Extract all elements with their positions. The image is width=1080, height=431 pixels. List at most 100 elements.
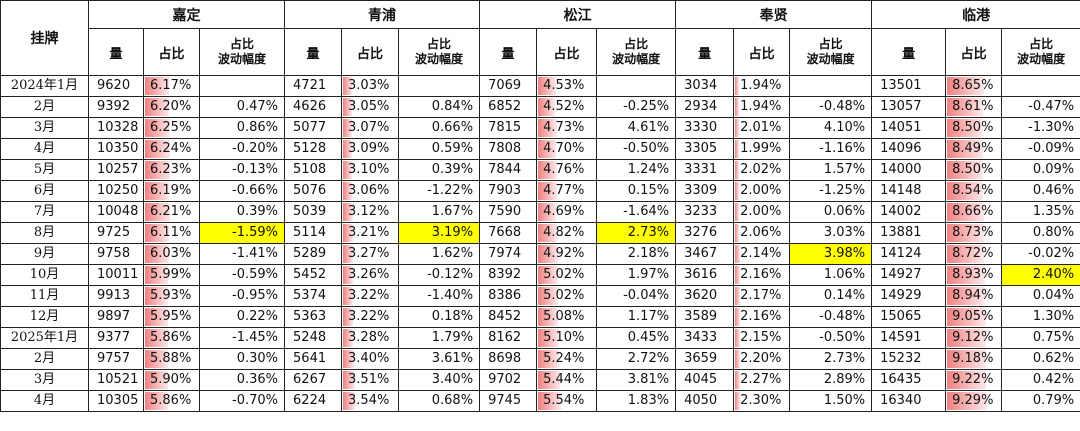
share-cell: 4.92% <box>536 243 598 265</box>
fluctuation-cell-highlighted: 3.98% <box>789 243 873 265</box>
share-data-bar <box>735 140 739 158</box>
share-value: 5.86% <box>150 330 192 345</box>
share-cell: 2.00% <box>733 180 791 202</box>
col-header-fluctuation-line2: 波动幅度 <box>1017 52 1066 66</box>
volume-cell: 3330 <box>675 117 735 139</box>
share-value: 3.12% <box>348 204 390 219</box>
col-header-fluctuation-line1: 占比 <box>624 37 649 51</box>
share-data-bar <box>343 77 353 95</box>
row-label: 5月 <box>0 159 89 181</box>
share-value: 3.05% <box>348 99 390 114</box>
volume-cell: 7815 <box>479 117 538 139</box>
volume-cell: 7808 <box>479 138 538 160</box>
share-data-bar <box>947 308 986 326</box>
share-data-bar <box>343 329 354 347</box>
share-data-bar <box>947 392 987 410</box>
fluctuation-cell: 2.18% <box>596 243 677 265</box>
share-value: 2.17% <box>740 288 782 303</box>
share-cell: 9.22% <box>945 369 1003 391</box>
fluctuation-cell: -0.48% <box>789 96 873 118</box>
share-value: 4.82% <box>543 225 585 240</box>
volume-cell: 5363 <box>284 306 343 328</box>
share-data-bar <box>735 308 740 326</box>
share-data-bar <box>735 266 740 284</box>
volume-cell: 16340 <box>871 390 947 412</box>
row-label: 2月 <box>0 96 89 118</box>
share-cell: 8.66% <box>945 201 1003 223</box>
share-data-bar <box>538 287 559 305</box>
volume-cell: 14000 <box>871 159 947 181</box>
col-header-share: 占比 <box>945 28 1003 76</box>
volume-cell: 9757 <box>88 348 144 370</box>
share-value: 5.44% <box>543 372 585 387</box>
share-cell: 6.17% <box>143 75 200 97</box>
row-label: 4月 <box>0 138 89 160</box>
share-value: 8.61% <box>952 99 994 114</box>
share-value: 4.52% <box>543 99 585 114</box>
share-value: 3.27% <box>348 246 390 261</box>
fluctuation-cell: -0.66% <box>198 180 286 202</box>
share-cell: 4.70% <box>536 138 598 160</box>
share-value: 9.29% <box>952 393 994 408</box>
share-value: 4.69% <box>543 204 585 219</box>
fluctuation-cell: -0.50% <box>596 138 677 160</box>
fluctuation-cell: 0.45% <box>596 327 677 349</box>
volume-cell: 5289 <box>284 243 343 265</box>
share-value: 9.18% <box>952 351 994 366</box>
fluctuation-cell: 1.30% <box>1001 306 1080 328</box>
district-header: 青浦 <box>284 0 481 29</box>
volume-cell: 9913 <box>88 285 144 307</box>
share-cell: 8.54% <box>945 180 1003 202</box>
col-header-share: 占比 <box>143 28 200 76</box>
volume-cell: 9725 <box>88 222 144 244</box>
fluctuation-cell: 0.75% <box>1001 327 1080 349</box>
share-data-bar <box>735 98 739 116</box>
share-data-bar <box>145 140 170 158</box>
share-cell: 5.10% <box>536 327 598 349</box>
share-data-bar <box>947 140 983 158</box>
share-cell: 3.10% <box>341 159 400 181</box>
share-cell: 5.02% <box>536 285 598 307</box>
fluctuation-cell: 0.36% <box>198 369 286 391</box>
share-value: 6.24% <box>150 141 192 156</box>
volume-cell: 7668 <box>479 222 538 244</box>
share-value: 5.02% <box>543 267 585 282</box>
share-value: 8.49% <box>952 141 994 156</box>
share-data-bar <box>735 287 740 305</box>
share-cell: 3.27% <box>341 243 400 265</box>
volume-cell: 14927 <box>871 264 947 286</box>
share-data-bar <box>145 350 168 368</box>
row-label: 3月 <box>0 369 89 391</box>
share-data-bar <box>145 392 168 410</box>
fluctuation-cell <box>398 75 481 97</box>
volume-cell: 9758 <box>88 243 144 265</box>
volume-cell: 9392 <box>88 96 144 118</box>
fluctuation-cell <box>596 75 677 97</box>
table-row: 4月 10305 5.86% -0.70% 6224 3.54% 0.68% 9745 5.54… <box>0 390 1080 412</box>
share-value: 2.02% <box>740 162 782 177</box>
share-data-bar <box>735 224 740 242</box>
share-data-bar <box>538 392 561 410</box>
share-value: 5.24% <box>543 351 585 366</box>
row-label: 9月 <box>0 243 89 265</box>
district-header: 奉贤 <box>675 0 873 29</box>
fluctuation-cell: 1.50% <box>789 390 873 412</box>
fluctuation-cell: 1.06% <box>789 264 873 286</box>
share-value: 6.25% <box>150 120 192 135</box>
table-row: 2月 9757 5.88% 0.30% 5641 3.40% 3.61% 8698 5.24% 2… <box>0 348 1080 370</box>
share-cell: 1.94% <box>733 96 791 118</box>
fluctuation-cell: -1.22% <box>398 180 481 202</box>
col-header-fluctuation-line1: 占比 <box>1029 37 1054 51</box>
share-value: 1.94% <box>740 99 782 114</box>
share-data-bar <box>538 266 559 284</box>
col-header-fluctuation-line2: 波动幅度 <box>806 52 855 66</box>
share-value: 2.15% <box>740 330 782 345</box>
share-value: 9.05% <box>952 309 994 324</box>
row-label: 6月 <box>0 180 89 202</box>
share-cell: 5.99% <box>143 264 200 286</box>
share-value: 3.10% <box>348 162 390 177</box>
share-value: 3.21% <box>348 225 390 240</box>
share-cell: 2.14% <box>733 243 791 265</box>
share-data-bar <box>947 77 984 95</box>
share-data-bar <box>735 182 739 200</box>
